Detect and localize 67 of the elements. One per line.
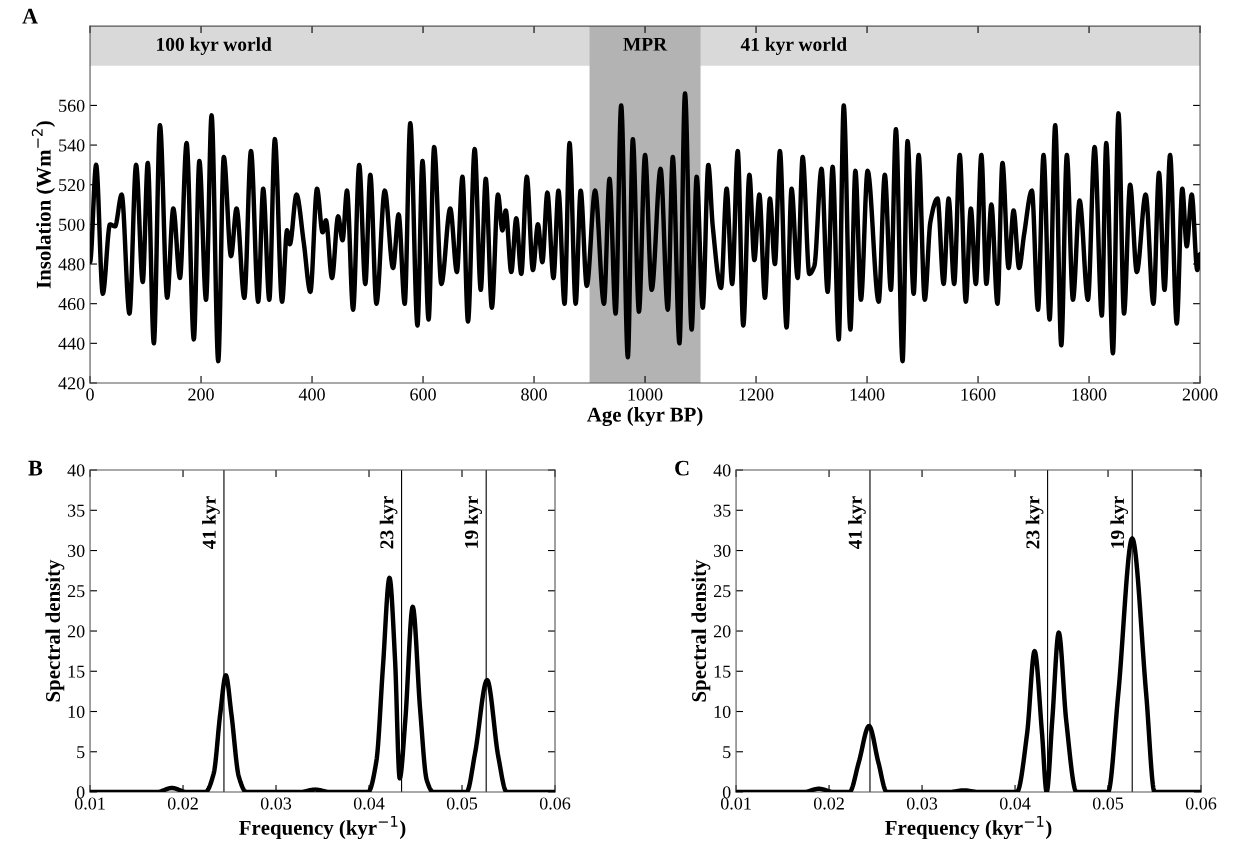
x-tick-label: 0.03 [260,797,292,810]
ref-line-label: 23 kyr [379,496,398,549]
y-tick-label: 460 [58,297,85,311]
x-axis-title: Frequency (kyr$^{−1}$) [885,816,1052,840]
ref-line-label: 19 kyr [464,496,483,548]
x-tick-label: 0.01 [720,797,751,810]
chart-title: A [22,8,38,24]
x-tick-label: 1000 [628,388,663,401]
x-tick-label: 0.05 [1092,797,1124,810]
y-tick-label: 540 [59,139,85,152]
x-tick-label: 0 [86,388,94,401]
y-tick-label: 25 [67,585,85,598]
y-tick-label: 5 [77,746,85,759]
x-axis-title: Frequency (kyr$^{−1}$) [239,816,406,840]
band-label: MPR [623,37,668,51]
x-tick-label: 0.04 [999,797,1031,810]
y-tick-label: 40 [67,464,85,477]
y-axis-title: Spectral density [45,559,65,702]
x-tick-label: 800 [521,388,547,401]
y-tick-label: 15 [68,665,85,678]
x-tick-label: 1600 [961,388,996,401]
x-tick-label: 0.02 [167,797,198,810]
ref-line-label: 23 kyr [1025,496,1044,549]
x-tick-label: 0.05 [446,797,478,810]
y-axis-title: Spectral density [691,559,711,702]
x-tick-label: 200 [188,388,214,401]
y-tick-label: 40 [713,464,731,477]
y-tick-label: 25 [713,585,731,598]
ref-line-label: 41 kyr [202,496,220,550]
y-tick-label: 520 [59,178,85,192]
y-tick-label: 440 [58,337,85,350]
y-tick-label: 20 [67,625,85,638]
x-tick-label: 0.02 [813,797,844,810]
y-tick-label: 35 [67,504,85,517]
x-tick-label: 2000 [1182,388,1218,401]
y-tick-label: 420 [58,377,85,390]
annotation: 41 kyr world [740,37,847,55]
x-tick-label: 600 [410,388,436,401]
y-tick-label: 5 [723,746,731,759]
y-tick-label: 30 [67,544,85,557]
x-tick-label: 0.01 [74,797,105,810]
y-tick-label: 35 [714,504,731,517]
chart-title: B [28,460,43,476]
x-tick-label: 400 [298,388,325,401]
chart-title: C [675,460,689,476]
y-axis-title: Insolation (Wm$^{−2}$) [31,121,55,289]
x-tick-label: 0.04 [353,797,385,810]
x-tick-label: 0.06 [1185,797,1217,810]
y-tick-label: 500 [59,218,85,231]
y-tick-label: 10 [68,705,85,718]
ref-line-label: 19 kyr [1110,496,1129,548]
y-tick-label: 10 [714,705,731,718]
x-tick-label: 1400 [850,388,885,401]
y-tick-label: 0 [722,786,731,799]
y-tick-label: 0 [76,786,85,799]
y-tick-label: 30 [714,544,731,557]
ref-line-label: 41 kyr [848,496,866,550]
x-axis-title: Age (kyr BP) [586,407,703,427]
x-tick-label: 1800 [1072,388,1107,401]
y-tick-label: 480 [58,258,85,271]
y-tick-label: 15 [714,665,731,678]
x-tick-label: 0.06 [539,797,571,810]
x-tick-label: 1200 [739,388,774,401]
annotation: 100 kyr world [157,37,272,55]
x-tick-label: 0.03 [906,797,938,810]
y-tick-label: 560 [59,99,85,112]
y-tick-label: 20 [713,625,731,638]
